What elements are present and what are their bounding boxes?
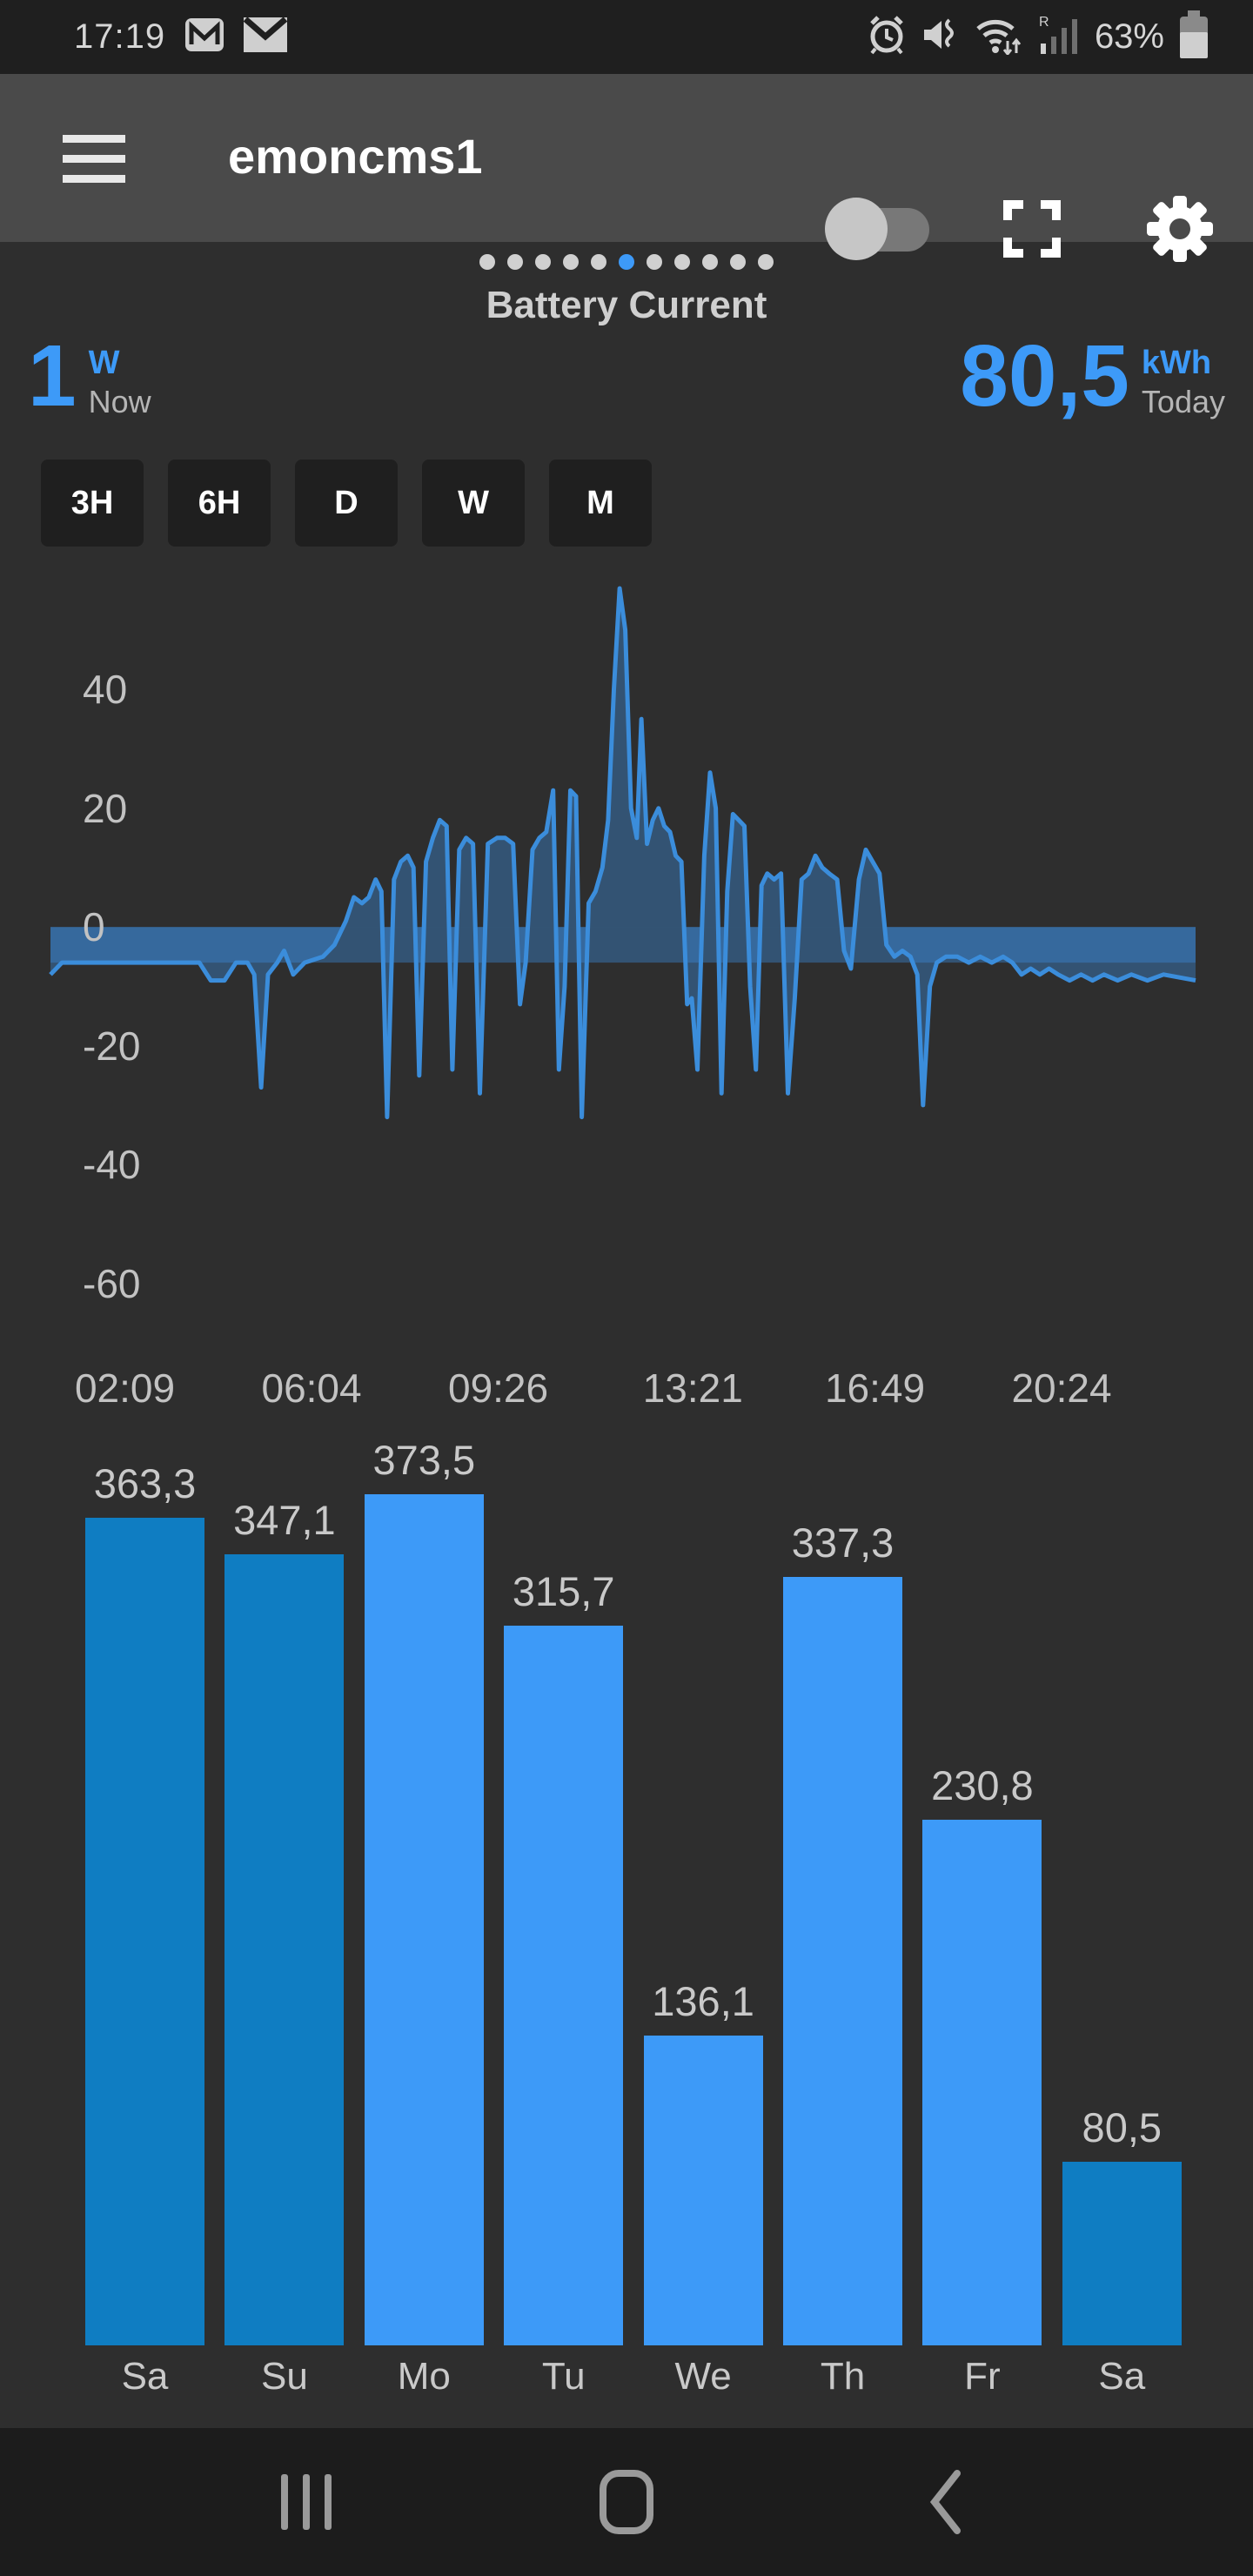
today-stat: 80,5 kWh Today: [960, 332, 1225, 420]
x-tick-2024: 20:24: [1011, 1365, 1112, 1411]
bar-rect: [504, 1626, 624, 2345]
battery-current-line-chart: 40 20 0 -20 -40 -60: [49, 559, 1196, 1307]
y-tick--20: -20: [83, 1023, 141, 1069]
carousel-dot-11[interactable]: [758, 254, 774, 270]
battery-percent: 63%: [1094, 17, 1164, 56]
carousel-dot-10[interactable]: [730, 254, 746, 270]
x-tick-0926: 09:26: [447, 1365, 549, 1411]
home-button[interactable]: [600, 2470, 653, 2534]
range-button-3h[interactable]: 3H: [41, 460, 144, 547]
range-button-d[interactable]: D: [295, 460, 398, 547]
today-value: 80,5: [960, 327, 1129, 425]
bar-value-label: 337,3: [791, 1519, 895, 1566]
x-tick-1649: 16:49: [824, 1365, 926, 1411]
range-button-6h[interactable]: 6H: [168, 460, 271, 547]
recents-button[interactable]: [281, 2474, 332, 2530]
bar-rect: [85, 1518, 204, 2345]
alarm-icon: [867, 15, 907, 59]
carousel-dot-1[interactable]: [479, 254, 495, 270]
bar-value-label: 136,1: [652, 1978, 754, 2024]
wifi-icon: [975, 15, 1023, 59]
clock: 17:19: [74, 17, 166, 56]
back-button[interactable]: [928, 2470, 962, 2534]
y-tick--60: -60: [83, 1260, 141, 1306]
line-chart-x-axis: 02:09 06:04 09:26 13:21 16:49 20:24: [50, 1365, 1196, 1417]
app-bar: emoncms1: [0, 74, 1253, 262]
power-toggle[interactable]: [825, 196, 934, 262]
carousel-dot-9[interactable]: [702, 254, 718, 270]
y-tick-0: 0: [83, 904, 105, 950]
carousel-dot-4[interactable]: [563, 254, 579, 270]
x-tick-0209: 02:09: [74, 1365, 176, 1411]
fullscreen-icon[interactable]: [997, 194, 1067, 264]
range-button-row: 3H 6H D W M: [41, 460, 652, 547]
bar-rect: [643, 2036, 763, 2345]
status-bar: 17:19: [0, 0, 1253, 74]
navigation-bar: [0, 2428, 1253, 2576]
bar-value-label: 230,8: [931, 1762, 1034, 1808]
mail-icon: [243, 17, 288, 57]
day-label-1: Sa: [121, 2355, 169, 2398]
now-unit: W: [88, 345, 120, 381]
daily-kwh-bar-chart: 363,3 347,1 373,5 315,7 136,1 337,3 230,8 80,5: [0, 1437, 1253, 2345]
x-tick-1321: 13:21: [642, 1365, 743, 1411]
line-chart-svg: [49, 586, 1196, 1120]
page-indicator: [0, 254, 1253, 270]
app-title: emoncms1: [228, 129, 483, 184]
signal-roaming-icon: R: [1037, 14, 1081, 60]
gmail-icon: [184, 16, 224, 58]
day-label-6: Th: [820, 2355, 866, 2398]
y-tick-20: 20: [83, 785, 128, 831]
bar-rect: [224, 1554, 345, 2345]
bar-value-label: 80,5: [1082, 2104, 1163, 2150]
carousel-dot-7[interactable]: [647, 254, 662, 270]
range-button-m[interactable]: M: [549, 460, 652, 547]
bar-chart-x-axis: Sa Su Mo Tu We Th Fr Sa: [0, 2355, 1253, 2407]
bar-rect: [1062, 2162, 1182, 2345]
now-value: 1: [28, 327, 77, 425]
carousel-dot-5[interactable]: [591, 254, 606, 270]
bar-value-label: 373,5: [372, 1437, 476, 1483]
x-tick-0604: 06:04: [261, 1365, 362, 1411]
bar-value-label: 363,3: [93, 1460, 197, 1506]
y-tick--40: -40: [83, 1142, 141, 1188]
now-label: Now: [88, 383, 151, 419]
page-title: Battery Current: [486, 284, 767, 326]
bar-rect: [364, 1494, 484, 2345]
now-stat: 1 W Now: [28, 332, 151, 420]
bar-value-label: 347,1: [233, 1497, 336, 1543]
day-label-5: We: [674, 2355, 732, 2398]
day-label-3: Mo: [397, 2355, 451, 2398]
carousel-dot-2[interactable]: [507, 254, 523, 270]
day-label-7: Fr: [964, 2355, 1001, 2398]
bar-rect: [922, 1820, 1042, 2345]
toggle-knob: [825, 198, 888, 260]
range-button-w[interactable]: W: [422, 460, 525, 547]
day-label-2: Su: [260, 2355, 308, 2398]
gear-icon[interactable]: [1142, 191, 1218, 267]
today-label: Today: [1141, 383, 1225, 419]
carousel-dot-8[interactable]: [674, 254, 690, 270]
day-label-4: Tu: [541, 2355, 586, 2398]
mute-icon: [921, 15, 961, 59]
bar-rect: [783, 1577, 902, 2345]
carousel-dot-3[interactable]: [535, 254, 551, 270]
bar-value-label: 315,7: [512, 1568, 615, 1614]
y-tick-40: 40: [83, 667, 128, 713]
today-unit: kWh: [1141, 345, 1212, 381]
day-label-8: Sa: [1098, 2355, 1146, 2398]
svg-text:R: R: [1039, 15, 1049, 30]
carousel-dot-6[interactable]: [619, 254, 634, 270]
battery-icon: [1178, 10, 1209, 64]
menu-icon[interactable]: [63, 135, 125, 183]
